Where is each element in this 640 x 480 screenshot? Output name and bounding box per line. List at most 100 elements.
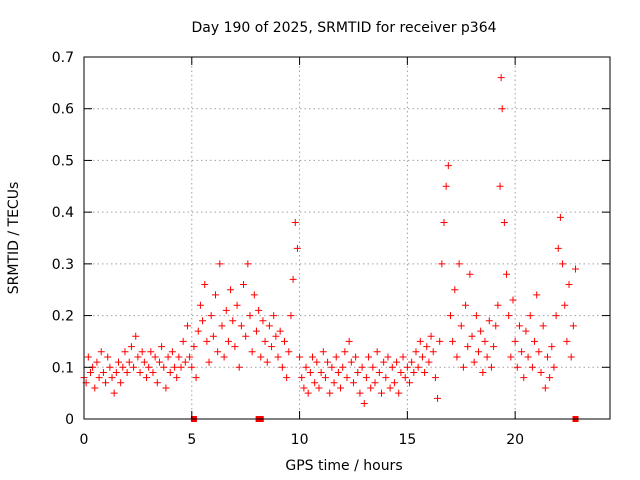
data-point xyxy=(429,348,437,356)
data-point xyxy=(186,353,194,361)
data-point xyxy=(143,374,151,382)
x-tick-label: 15 xyxy=(398,432,416,448)
data-point xyxy=(466,270,474,278)
data-point xyxy=(84,353,92,361)
data-point xyxy=(117,379,125,387)
data-point xyxy=(421,368,429,376)
data-point xyxy=(218,322,226,330)
data-point xyxy=(306,368,314,376)
data-point xyxy=(183,322,191,330)
data-point xyxy=(326,389,334,397)
data-point xyxy=(410,368,418,376)
data-point xyxy=(104,353,112,361)
data-point xyxy=(300,384,308,392)
data-point xyxy=(487,363,495,371)
data-point xyxy=(371,379,379,387)
data-point xyxy=(550,363,558,371)
data-point xyxy=(255,306,263,314)
data-point xyxy=(565,281,573,289)
data-point xyxy=(231,343,239,351)
x-tick-label: 20 xyxy=(506,432,524,448)
data-point xyxy=(464,343,472,351)
y-tick-label: 0.6 xyxy=(52,102,74,118)
data-point xyxy=(134,353,142,361)
data-point xyxy=(444,162,452,170)
data-point xyxy=(515,322,523,330)
data-point xyxy=(395,389,403,397)
data-point xyxy=(261,337,269,345)
data-point xyxy=(503,270,511,278)
data-point xyxy=(497,74,505,82)
data-point xyxy=(95,374,103,382)
data-point xyxy=(559,260,567,268)
data-point xyxy=(496,182,504,190)
data-point xyxy=(298,374,306,382)
data-point xyxy=(440,218,448,226)
data-point xyxy=(201,281,209,289)
data-point xyxy=(332,353,340,361)
data-point xyxy=(270,312,278,320)
data-point xyxy=(505,312,513,320)
data-point xyxy=(132,332,140,340)
data-point xyxy=(548,343,556,351)
data-point xyxy=(552,312,560,320)
chart-title: Day 190 of 2025, SRMTID for receiver p36… xyxy=(191,20,496,36)
data-point xyxy=(160,363,168,371)
data-point xyxy=(377,389,385,397)
data-point xyxy=(337,384,345,392)
data-point xyxy=(513,363,521,371)
data-point xyxy=(522,327,530,335)
data-point xyxy=(494,301,502,309)
data-point xyxy=(265,322,273,330)
data-point xyxy=(446,312,454,320)
data-point xyxy=(125,358,133,366)
data-point xyxy=(479,368,487,376)
data-point xyxy=(188,363,196,371)
data-point xyxy=(162,384,170,392)
data-point xyxy=(123,368,131,376)
data-point xyxy=(280,337,288,345)
data-points xyxy=(80,74,580,422)
data-point xyxy=(119,363,127,371)
y-tick-label: 0.2 xyxy=(52,309,74,325)
data-point xyxy=(511,337,519,345)
data-point xyxy=(341,348,349,356)
data-point xyxy=(272,332,280,340)
data-point xyxy=(431,374,439,382)
data-point xyxy=(289,275,297,283)
data-point xyxy=(470,358,478,366)
data-point xyxy=(127,343,135,351)
data-point xyxy=(384,353,392,361)
x-axis-label: GPS time / hours xyxy=(285,458,402,474)
data-point xyxy=(140,358,148,366)
data-point xyxy=(199,317,207,325)
data-point xyxy=(485,317,493,325)
data-point xyxy=(360,399,368,407)
data-point xyxy=(276,327,284,335)
data-point xyxy=(108,374,116,382)
data-point xyxy=(416,337,424,345)
data-point xyxy=(414,363,422,371)
data-point xyxy=(130,363,138,371)
data-point xyxy=(390,379,398,387)
data-point xyxy=(112,368,120,376)
data-point xyxy=(533,291,541,299)
data-point xyxy=(546,374,554,382)
data-point xyxy=(397,368,405,376)
data-point xyxy=(475,348,482,356)
data-point xyxy=(164,353,172,361)
data-point xyxy=(315,384,323,392)
data-point xyxy=(168,348,176,356)
data-point xyxy=(343,374,351,382)
data-point xyxy=(287,312,295,320)
data-point xyxy=(509,296,517,304)
data-point xyxy=(166,368,174,376)
data-point xyxy=(345,337,353,345)
data-point xyxy=(541,384,549,392)
data-point xyxy=(246,312,254,320)
data-point xyxy=(434,394,442,402)
data-point xyxy=(149,368,157,376)
data-point xyxy=(296,353,304,361)
data-point xyxy=(518,348,526,356)
data-point xyxy=(321,374,329,382)
